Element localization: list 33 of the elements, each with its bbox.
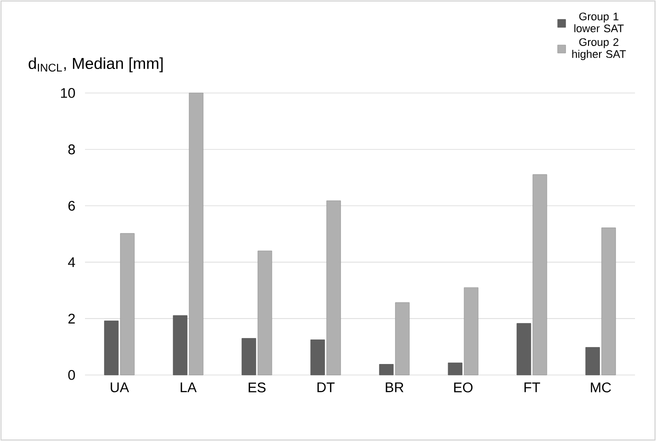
legend-label: Group 2 higher SAT	[572, 38, 626, 60]
bar	[310, 340, 325, 376]
legend-label: Group 1 lower SAT	[574, 12, 624, 32]
bar	[258, 250, 272, 376]
bar	[172, 315, 188, 376]
bar	[120, 233, 135, 376]
x-tick-label: ES	[248, 382, 266, 392]
y-tick-label: 0	[68, 370, 75, 380]
x-tick-label: EO	[454, 382, 473, 392]
y-axis-title: d$_{INCL}$, Median [mm]	[28, 57, 163, 72]
bar	[601, 228, 616, 376]
y-tick-label: 2	[68, 314, 75, 324]
bar	[242, 338, 256, 376]
bar	[395, 302, 410, 376]
bar	[326, 200, 341, 376]
bar	[188, 92, 204, 376]
bar	[104, 320, 119, 376]
x-tick-label: MC	[590, 382, 611, 392]
y-tick-label: 6	[68, 200, 75, 211]
x-tick-label: BR	[386, 382, 404, 392]
bar	[379, 364, 394, 376]
y-tick-label: 10	[61, 88, 75, 98]
bar	[448, 362, 462, 376]
x-tick-label: FT	[524, 382, 540, 392]
x-tick-label: UA	[110, 382, 130, 392]
x-tick-label: DT	[317, 382, 335, 392]
y-tick-label: 8	[68, 144, 75, 154]
y-tick-label: 4	[68, 257, 76, 267]
bar	[464, 287, 478, 376]
bar	[585, 347, 600, 376]
bar	[516, 323, 532, 376]
bar	[532, 174, 548, 376]
x-tick-label: LA	[180, 382, 197, 392]
